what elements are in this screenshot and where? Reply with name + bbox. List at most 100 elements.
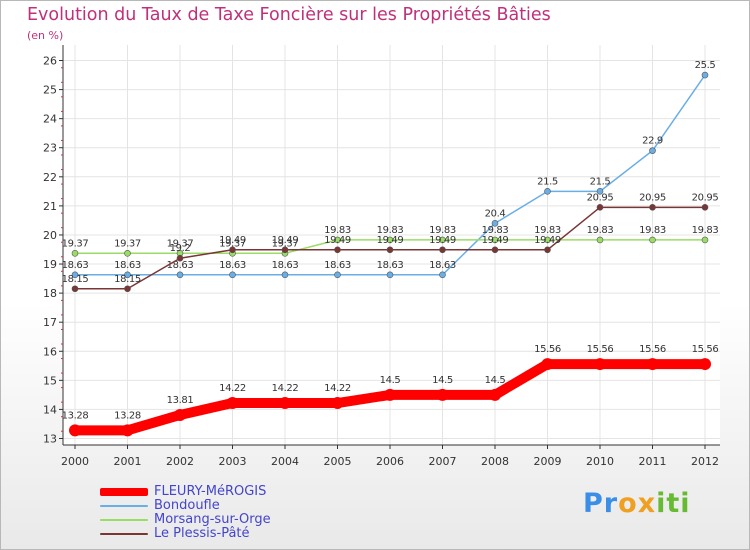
x-tick-label: 2006 (376, 455, 404, 468)
legend-swatch (100, 505, 148, 507)
data-point (334, 236, 341, 244)
data-point (124, 249, 131, 257)
data-label: 19.37 (219, 238, 246, 249)
data-label: 21.5 (537, 176, 558, 187)
y-axis-unit-label: (en %) (27, 29, 64, 42)
y-tick-label: 14 (43, 403, 57, 416)
data-label: 19.83 (429, 225, 456, 236)
data-label: 19.49 (324, 235, 351, 246)
data-point (229, 246, 236, 254)
data-label: 18.63 (219, 260, 246, 271)
data-label: 20.95 (587, 192, 614, 203)
data-point (699, 358, 711, 371)
data-label: 18.63 (272, 260, 299, 271)
y-tick-label: 19 (43, 258, 57, 271)
data-label: 19.83 (639, 225, 666, 236)
data-label: 20.95 (692, 192, 719, 203)
legend-swatch (100, 519, 148, 521)
y-tick-label: 21 (43, 200, 57, 213)
data-point (541, 358, 554, 371)
proxiti-logo: Proxiti (583, 488, 691, 519)
chart-title: Evolution du Taux de Taxe Foncière sur l… (27, 5, 551, 25)
data-label: 19.83 (482, 225, 509, 236)
data-label: 15.56 (692, 344, 719, 355)
data-point (544, 188, 551, 195)
data-label: 14.5 (432, 375, 453, 386)
data-point (491, 236, 499, 244)
data-point (71, 271, 79, 279)
data-label: 19.49 (429, 235, 456, 246)
x-tick-label: 2011 (639, 455, 667, 468)
x-tick-label: 2001 (114, 455, 142, 468)
data-point (439, 271, 446, 279)
data-label: 18.15 (114, 274, 141, 285)
data-point (334, 246, 341, 254)
data-point (544, 236, 551, 244)
data-label: 19.37 (167, 238, 194, 249)
series-fleury-m-rogis: 13.28 13.28 13.81 14.22 14.22 14.22 14.5 14.5 14… (62, 344, 719, 437)
data-label: 19.83 (324, 225, 351, 236)
data-label: 19.83 (587, 225, 614, 236)
data-point (646, 358, 659, 371)
data-label: 22.9 (642, 136, 663, 147)
data-label: 19.49 (272, 235, 299, 246)
data-point (176, 271, 184, 279)
data-label: 21.5 (590, 176, 611, 187)
data-point (334, 271, 341, 279)
data-label: 15.56 (534, 344, 561, 355)
data-point (596, 236, 604, 244)
data-label: 13.28 (62, 410, 89, 421)
data-point (489, 388, 501, 401)
data-point (386, 236, 394, 244)
y-tick-label: 18 (43, 287, 57, 300)
x-tick-label: 2010 (586, 455, 614, 468)
data-point (439, 236, 446, 244)
y-tick-label: 20 (43, 229, 57, 242)
data-label: 19.37 (114, 238, 141, 249)
data-label: 19.49 (482, 235, 509, 246)
data-label: 19.37 (62, 238, 89, 249)
data-point (596, 204, 604, 211)
y-tick-label: 17 (43, 316, 57, 329)
y-tick-label: 15 (43, 374, 57, 387)
x-tick-label: 2000 (61, 455, 89, 468)
data-point (176, 254, 184, 262)
data-point (281, 271, 289, 279)
data-label: 19.49 (219, 235, 246, 246)
series-bondoufle: 18.63 18.63 18.63 18.63 18.63 18.63 18.63 18.63… (62, 60, 716, 279)
data-point (226, 397, 239, 410)
data-point (121, 424, 134, 437)
data-point (701, 236, 709, 244)
x-tick-label: 2002 (166, 455, 194, 468)
data-point (71, 285, 79, 293)
x-tick-label: 2007 (429, 455, 457, 468)
data-point (124, 271, 131, 279)
x-tick-label: 2008 (481, 455, 509, 468)
data-label: 14.22 (219, 383, 246, 394)
data-point (596, 188, 604, 195)
data-label: 25.5 (695, 60, 716, 71)
data-label: 14.5 (485, 375, 506, 386)
data-point (701, 71, 709, 79)
x-tick-label: 2009 (534, 455, 562, 468)
data-label: 13.81 (167, 395, 194, 406)
data-point (594, 358, 606, 371)
data-label: 14.22 (324, 383, 351, 394)
legend-swatch (100, 488, 148, 496)
data-point (386, 271, 394, 279)
y-tick-label: 26 (43, 55, 57, 68)
data-point (649, 204, 656, 211)
y-tick-label: 13 (43, 433, 57, 446)
plot-area (63, 45, 720, 445)
data-point (701, 204, 709, 211)
data-point (281, 246, 289, 254)
data-label: 18.63 (429, 260, 456, 271)
data-point (279, 397, 291, 410)
data-label: 18.15 (62, 274, 89, 285)
data-label: 18.63 (324, 260, 351, 271)
data-label: 15.56 (639, 344, 666, 355)
data-point (124, 285, 131, 293)
data-point (386, 246, 394, 254)
